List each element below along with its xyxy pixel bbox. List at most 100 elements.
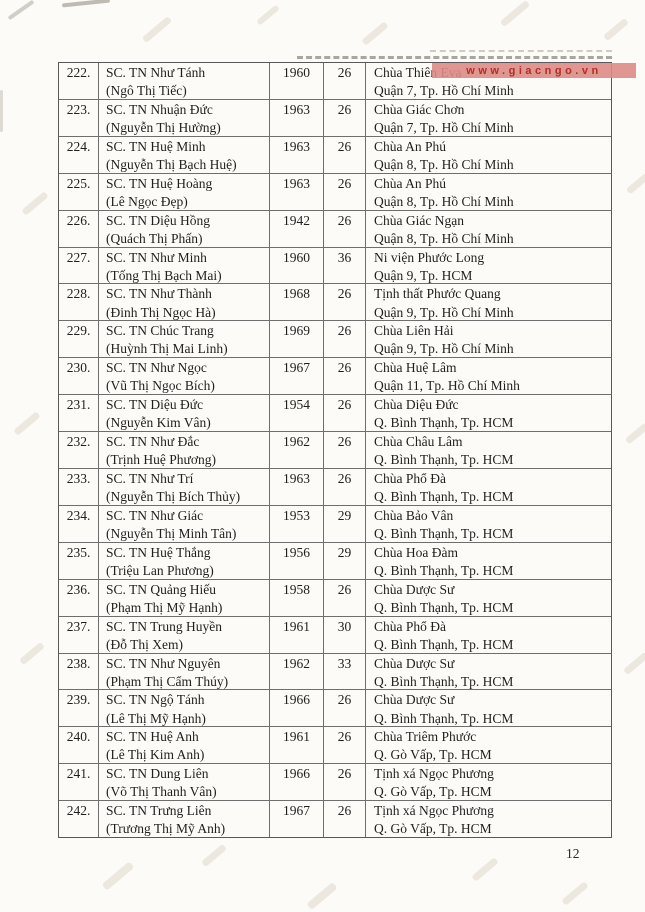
scan-artifact (625, 172, 645, 195)
row-number: 231. (66, 397, 91, 413)
table-row: 241. SC. TN Dung Liên (Võ Thị Thanh Vân)… (59, 764, 611, 802)
birth-year: 1961 (283, 729, 310, 745)
count-cell: 26 (324, 395, 366, 432)
temple-name: Chùa Bảo Vân (374, 507, 454, 523)
row-number-cell: 240. (59, 727, 99, 764)
address-cell: Chùa Dược Sư Q. Bình Thạnh, Tp. HCM (366, 580, 611, 616)
count-value: 26 (337, 692, 352, 708)
count-value: 26 (337, 360, 352, 376)
birth-year: 1962 (283, 434, 310, 450)
dharma-name: SC. TN Nhuận Đức (106, 101, 213, 117)
name-cell: SC. TN Dung Liên (Võ Thị Thanh Vân) (99, 764, 270, 801)
secular-name: (Triệu Lan Phương) (106, 562, 214, 578)
scan-artifact (19, 641, 45, 666)
birth-year: 1960 (283, 249, 310, 265)
row-number: 228. (66, 286, 91, 302)
name-cell: SC. TN Quảng Hiếu (Phạm Thị Mỹ Hạnh) (99, 579, 270, 616)
birth-year: 1953 (283, 507, 310, 523)
district: Quận 11, Tp. Hồ Chí Minh (374, 378, 520, 394)
row-number: 225. (66, 175, 91, 191)
address-cell: Tịnh thất Phước Quang Quận 9, Tp. Hồ Chí… (366, 284, 611, 320)
district: Quận 8, Tp. Hồ Chí Minh (374, 193, 514, 209)
secular-name: (Nguyễn Thị Minh Tân) (106, 525, 237, 541)
birth-year: 1962 (283, 655, 310, 671)
name-cell: SC. TN Như Đắc (Trịnh Huệ Phương) (99, 432, 270, 468)
birth-year-cell: 1963 (270, 99, 324, 136)
table-row: 228. SC. TN Như Thành (Đinh Thị Ngọc Hà)… (59, 284, 611, 322)
temple-name: Chùa Diệu Đức (374, 397, 459, 413)
name-cell: SC. TN Nhuận Đức (Nguyễn Thị Hường) (99, 99, 270, 136)
secular-name: (Đinh Thị Ngọc Hà) (106, 304, 216, 320)
row-number: 241. (66, 766, 91, 782)
row-number: 238. (66, 655, 91, 671)
dharma-name: SC. TN Trung Huyền (106, 618, 223, 634)
address-cell: Chùa Diệu Đức Q. Bình Thạnh, Tp. HCM (366, 395, 611, 431)
district: Q. Bình Thạnh, Tp. HCM (374, 415, 514, 431)
name-cell: SC. TN Trung Huyền (Đỗ Thị Xem) (99, 616, 270, 653)
temple-name: Chùa Giác Ngạn (374, 212, 464, 228)
scan-artifact (471, 857, 499, 882)
page-number: 12 (566, 846, 580, 861)
table-row: 230. SC. TN Như Ngọc (Vũ Thị Ngọc Bích) … (59, 358, 611, 396)
address-cell: Chùa Triêm Phước Q. Gò Vấp, Tp. HCM (366, 727, 611, 763)
table-row: 236. SC. TN Quảng Hiếu (Phạm Thị Mỹ Hạnh… (59, 579, 611, 617)
district: Q. Gò Vấp, Tp. HCM (374, 784, 492, 800)
row-number-cell: 238. (59, 653, 99, 690)
dharma-name: SC. TN Diệu Đức (106, 397, 204, 413)
birth-year-cell: 1968 (270, 284, 324, 321)
table-row: 226. SC. TN Diệu Hồng (Quách Thị Phấn) 1… (59, 210, 611, 248)
temple-name: Chùa Giác Chơn (374, 101, 465, 117)
table-row: 227. SC. TN Như Minh (Tống Thị Bạch Mai)… (59, 247, 611, 285)
temple-name: Chùa Hoa Đàm (374, 544, 458, 560)
birth-year-cell: 1953 (270, 505, 324, 542)
birth-year-cell: 1967 (270, 801, 324, 838)
district: Q. Bình Thạnh, Tp. HCM (374, 452, 514, 468)
secular-name: (Quách Thị Phấn) (106, 230, 203, 246)
count-cell: 26 (324, 432, 366, 468)
row-number: 223. (66, 101, 91, 117)
row-number-cell: 230. (59, 358, 99, 395)
address-cell: Chùa Dược Sư Q. Bình Thạnh, Tp. HCM (366, 690, 611, 726)
table-row: 225. SC. TN Huệ Hoàng (Lê Ngọc Đẹp) 1963… (59, 173, 611, 211)
dharma-name: SC. TN Như Tánh (106, 65, 206, 80)
dharma-name: SC. TN Như Minh (106, 249, 207, 265)
table-row: 229. SC. TN Chúc Trang (Huỳnh Thị Mai Li… (59, 321, 611, 359)
address-cell: Ni viện Phước Long Quận 9, Tp. HCM (366, 248, 611, 284)
address-cell: Chùa Huệ Lâm Quận 11, Tp. Hồ Chí Minh (366, 358, 611, 394)
birth-year: 1966 (283, 766, 310, 782)
row-number: 236. (66, 581, 91, 597)
address-cell: Chùa An Phú Quận 8, Tp. Hồ Chí Minh (366, 174, 611, 210)
row-number: 240. (66, 729, 91, 745)
row-number: 227. (66, 249, 91, 265)
district: Q. Bình Thạnh, Tp. HCM (374, 599, 514, 615)
district: Quận 7, Tp. Hồ Chí Minh (374, 120, 514, 135)
table-row: 240. SC. TN Huệ Anh (Lê Thị Kim Anh) 196… (59, 727, 611, 765)
address-cell: Chùa Châu Lâm Q. Bình Thạnh, Tp. HCM (366, 432, 611, 468)
temple-name: Chùa Phổ Đà (374, 470, 446, 486)
row-number-cell: 239. (59, 690, 99, 727)
birth-year: 1963 (283, 101, 310, 117)
table-row: 238. SC. TN Như Nguyên (Phạm Thị Cẩm Thú… (59, 653, 611, 691)
count-cell: 29 (324, 505, 366, 542)
count-cell: 29 (324, 542, 366, 579)
count-cell: 26 (324, 136, 366, 173)
temple-name: Chùa Dược Sư (374, 692, 455, 708)
count-cell: 36 (324, 247, 366, 284)
birth-year: 1963 (283, 175, 310, 191)
birth-year: 1956 (283, 544, 310, 560)
count-cell: 26 (324, 173, 366, 210)
dharma-name: SC. TN Dung Liên (106, 766, 209, 782)
birth-year-cell: 1962 (270, 653, 324, 690)
dashed-remnant (430, 50, 612, 52)
name-cell: SC. TN Như Thành (Đinh Thị Ngọc Hà) (99, 284, 270, 321)
scan-artifact (361, 21, 389, 46)
name-cell: SC. TN Như Trí (Nguyễn Thị Bích Thủy) (99, 468, 270, 505)
table-row: 232. SC. TN Như Đắc (Trịnh Huệ Phương) 1… (59, 432, 611, 469)
district: Q. Bình Thạnh, Tp. HCM (374, 489, 514, 505)
dharma-name: SC. TN Chúc Trang (106, 323, 214, 339)
row-number-cell: 242. (59, 801, 99, 838)
temple-name: Tịnh xá Ngọc Phương (374, 766, 494, 782)
secular-name: (Đỗ Thị Xem) (106, 636, 183, 652)
name-cell: SC. TN Như Tánh (Ngô Thị Tiếc) (99, 63, 270, 99)
